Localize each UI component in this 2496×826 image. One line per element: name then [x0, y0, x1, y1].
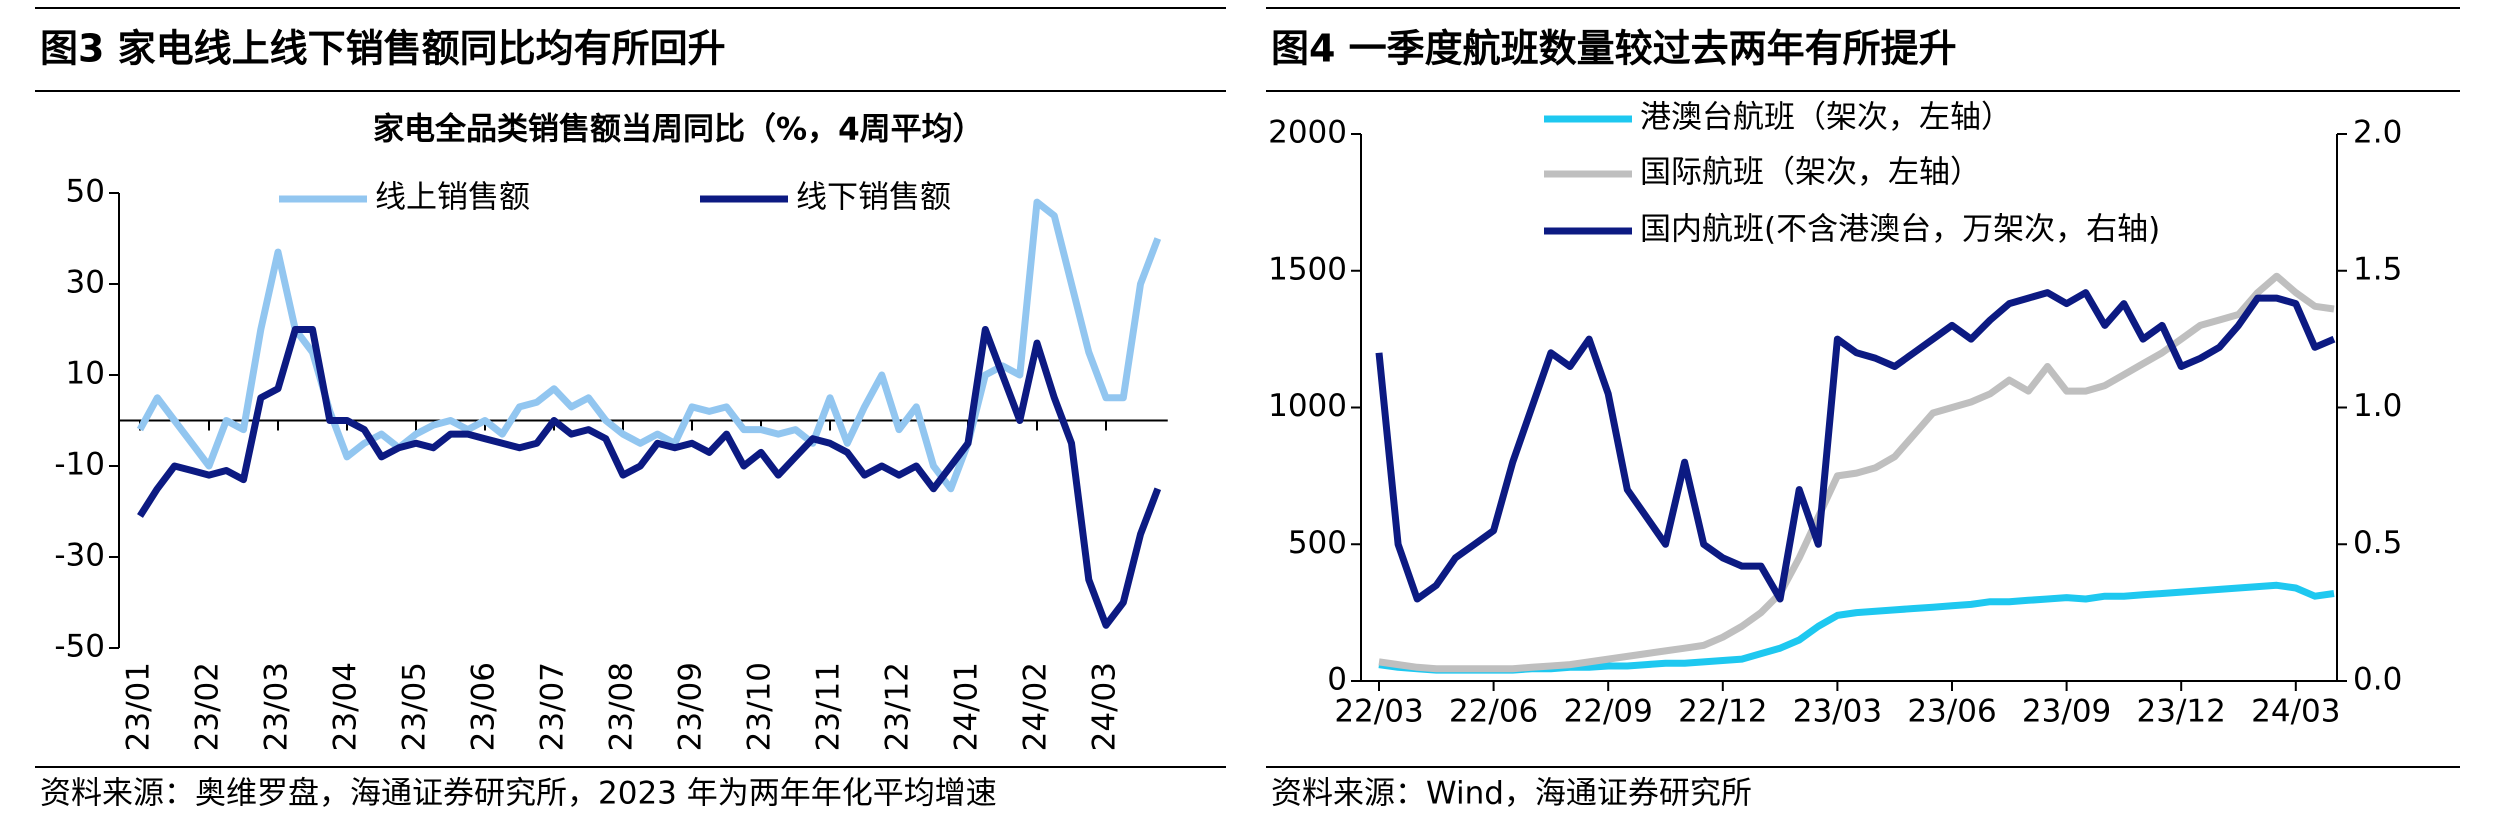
y-tick-label: 1000: [1268, 388, 1347, 424]
y2-tick-label: 0.0: [2353, 662, 2402, 698]
y2-tick-label: 1.0: [2353, 388, 2402, 424]
series-line: [1378, 272, 2335, 673]
x-tick-label: 23/09: [673, 662, 709, 751]
x-tick-label: 24/03: [1087, 662, 1123, 751]
x-tick-label: 23/07: [535, 662, 571, 751]
y2-tick-label: 1.5: [2353, 251, 2402, 287]
source: 资料来源：Wind，海通证券研究所: [1271, 776, 1752, 812]
x-tick-label: 24/02: [1018, 662, 1054, 751]
x-tick-label: 23/08: [604, 662, 640, 751]
y-tick-label: 500: [1288, 525, 1347, 561]
legend-label: 线下销售额: [796, 180, 951, 216]
x-tick-label: 24/03: [2251, 694, 2340, 730]
x-tick-label: 23/04: [328, 662, 364, 751]
series-line: [1378, 581, 2335, 674]
chart-title: 家电全品类销售额当周同比（%，4周平均）: [373, 112, 984, 148]
y-tick-label: 1500: [1268, 251, 1347, 287]
x-tick-label: 23/12: [880, 662, 916, 751]
y2-tick-label: 0.5: [2353, 525, 2402, 561]
legend-label: 线上销售额: [375, 180, 530, 216]
legend-label: 国内航班(不含港澳台，万架次，右轴): [1640, 212, 2160, 248]
legend-label: 国际航班（架次，左轴）: [1640, 155, 1981, 191]
x-tick-label: 24/01: [949, 662, 985, 751]
x-tick-label: 23/11: [811, 662, 847, 751]
x-tick-label: 22/03: [1334, 694, 1423, 730]
y-tick-label: -50: [54, 629, 105, 665]
series-line: [136, 198, 1162, 493]
x-tick-label: 22/09: [1564, 694, 1653, 730]
series-line: [1375, 289, 2336, 603]
legend-label: 港澳台航班（架次，左轴）: [1640, 100, 2012, 136]
heading: 图4 一季度航班数量较过去两年有所提升: [1271, 27, 1957, 71]
heading: 图3 家电线上线下销售额同比均有所回升: [40, 27, 726, 71]
x-tick-label: 23/03: [259, 662, 295, 751]
x-tick-label: 22/12: [1678, 694, 1767, 730]
y-tick-label: 2000: [1268, 115, 1347, 151]
series-line: [137, 326, 1162, 629]
x-tick-label: 23/05: [397, 662, 433, 751]
x-tick-label: 23/01: [121, 662, 157, 751]
y-tick-label: 0: [1327, 662, 1347, 698]
x-tick-label: 23/10: [742, 662, 778, 751]
source: 资料来源：奥维罗盘，海通证券研究所，2023 年为两年年化平均增速: [40, 776, 997, 812]
x-tick-label: 23/03: [1793, 694, 1882, 730]
y-tick-label: 10: [66, 356, 105, 392]
y-tick-label: 50: [66, 174, 105, 210]
x-tick-label: 23/06: [1907, 694, 1996, 730]
y-tick-label: -10: [54, 447, 105, 483]
y-tick-label: 30: [66, 265, 105, 301]
x-tick-label: 23/09: [2022, 694, 2111, 730]
x-tick-label: 23/06: [466, 662, 502, 751]
y2-tick-label: 2.0: [2353, 115, 2402, 151]
x-tick-label: 22/06: [1449, 694, 1538, 730]
y-tick-label: -30: [54, 538, 105, 574]
x-tick-label: 23/12: [2137, 694, 2226, 730]
x-tick-label: 23/02: [190, 662, 226, 751]
